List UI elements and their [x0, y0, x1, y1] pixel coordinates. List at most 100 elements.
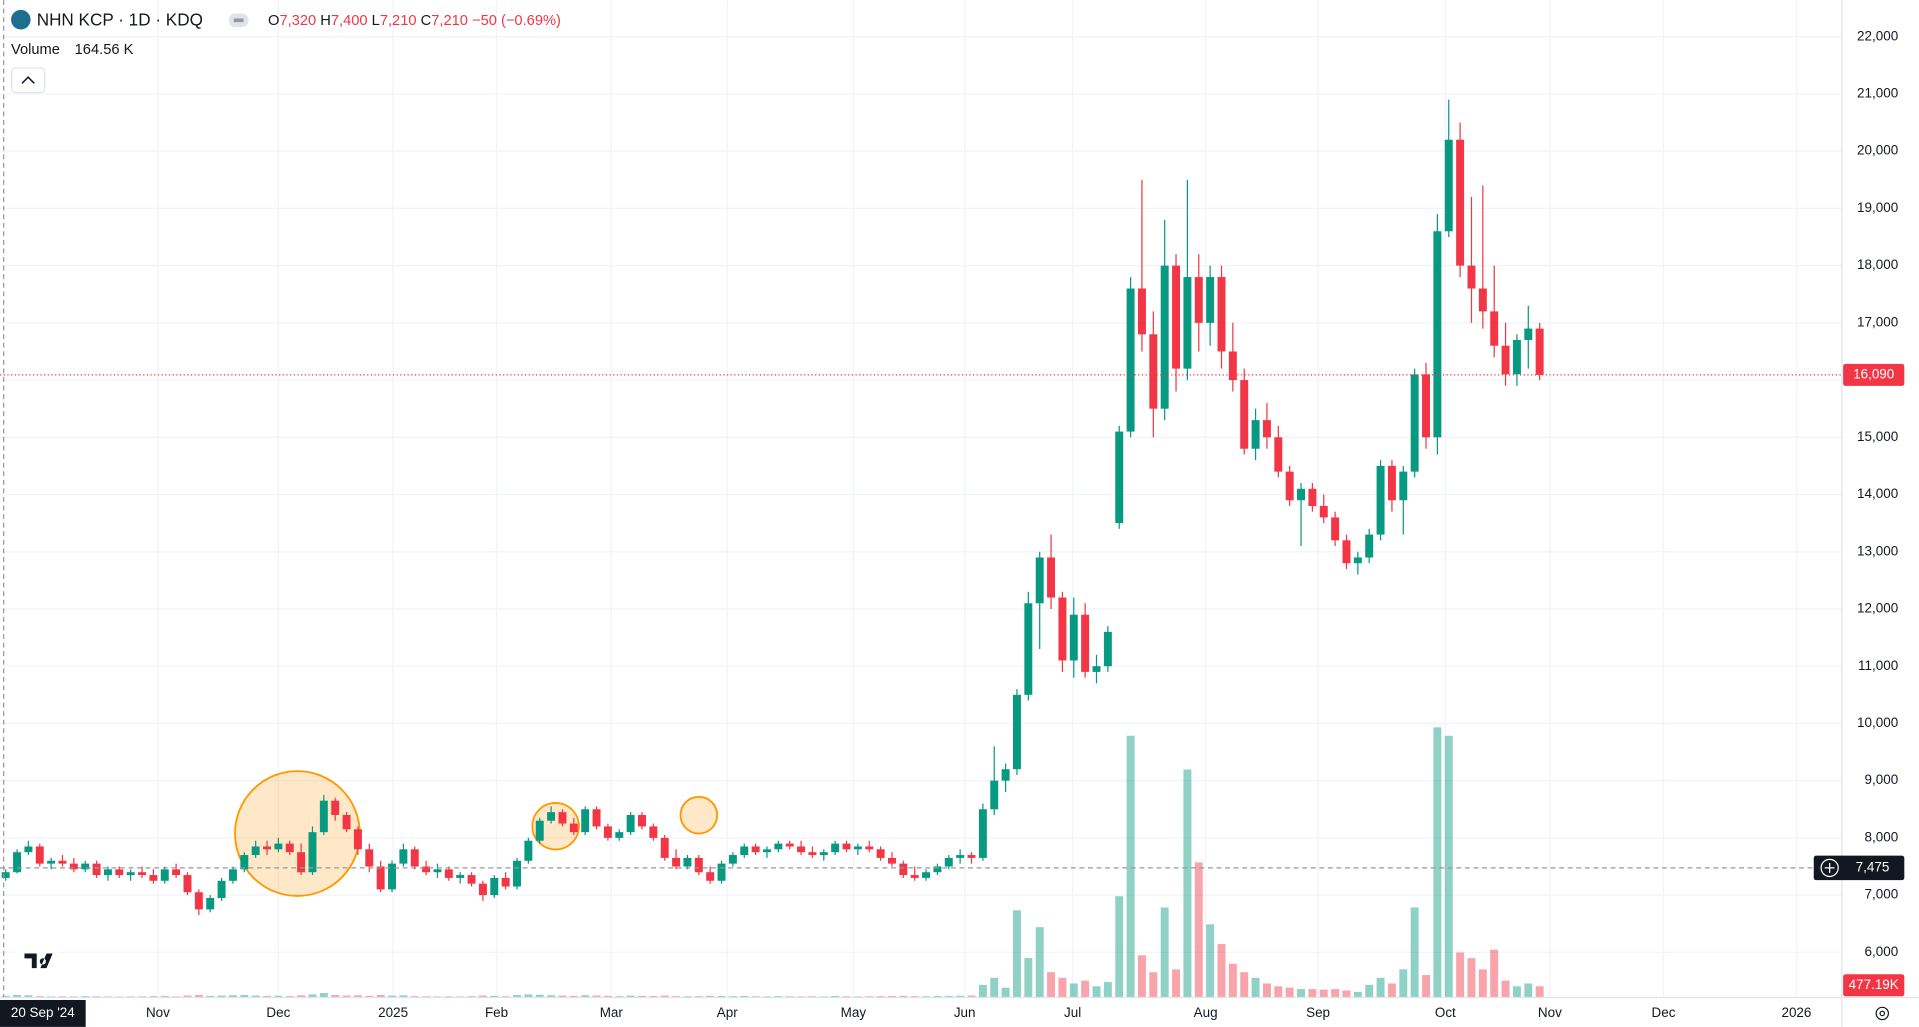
- candle-body: [1194, 277, 1203, 323]
- symbol[interactable]: NHN KCP · 1D · KDQ: [37, 9, 203, 29]
- candle-body: [1137, 288, 1146, 335]
- candle-body: [1285, 471, 1294, 501]
- volume-bar: [251, 995, 260, 998]
- volume-readout-box: [1843, 974, 1905, 997]
- candle-body: [388, 863, 396, 890]
- crosshair-date: 20 Sep '24: [11, 1005, 75, 1020]
- candle-body: [1001, 769, 1010, 781]
- candle-body: [217, 880, 226, 898]
- candle-body: [490, 877, 499, 896]
- candle-body: [467, 875, 476, 884]
- volume-bar: [399, 995, 408, 998]
- candle-body: [1206, 277, 1215, 323]
- volume-bar: [569, 995, 578, 998]
- candle-body: [160, 869, 169, 881]
- candle-body: [740, 846, 749, 856]
- candle-body: [297, 852, 306, 873]
- volume-bar: [956, 995, 965, 998]
- settings-icon[interactable]: [1875, 1006, 1890, 1021]
- candle-body: [751, 846, 760, 853]
- volume-bar: [1285, 987, 1294, 998]
- candle-body: [933, 866, 942, 873]
- candle-body: [1342, 540, 1351, 564]
- volume-bar: [899, 995, 908, 998]
- y-tick-label: 9,000: [1865, 772, 1899, 787]
- collapse-button[interactable]: [11, 67, 46, 94]
- candle-body: [1172, 265, 1181, 369]
- candle-body: [183, 875, 192, 893]
- candle-body: [1160, 265, 1169, 409]
- volume-bar: [138, 996, 147, 998]
- candle-body: [638, 814, 646, 827]
- ohlc-value: 7,400: [331, 13, 368, 29]
- candle-body: [660, 837, 669, 858]
- volume-bar: [626, 995, 635, 998]
- candle-body: [353, 829, 362, 850]
- volume-bar: [1512, 986, 1521, 998]
- candle-body: [285, 843, 294, 853]
- ohlc-value: 7,210: [380, 13, 417, 29]
- candle-body: [592, 809, 601, 827]
- x-tick-label: Oct: [1435, 1005, 1456, 1020]
- candle-body: [263, 846, 272, 850]
- x-tick-label: Jul: [1064, 1005, 1081, 1020]
- candle-body: [422, 866, 431, 873]
- candle-body: [1365, 534, 1374, 558]
- volume-bar: [808, 996, 817, 998]
- crosshair-date-box: [0, 999, 86, 1027]
- candle-body: [1103, 631, 1112, 667]
- volume-bar: [728, 996, 737, 998]
- volume-pane: [1, 727, 1544, 998]
- ohlc-label: C: [421, 13, 432, 29]
- volume-bar: [1274, 986, 1283, 998]
- volume-bar: [490, 995, 499, 998]
- volume-bar: [331, 995, 340, 998]
- volume-value: 164.56 K: [75, 42, 134, 58]
- candle-body: [103, 869, 112, 876]
- add-alert-button[interactable]: [1820, 858, 1839, 878]
- candle-body: [626, 814, 635, 833]
- crosshair-price-label: 7,475: [1856, 859, 1890, 874]
- settings-icon-center: [1879, 1010, 1886, 1017]
- volume-bar: [592, 995, 601, 998]
- volume-bar: [513, 995, 521, 998]
- candle-body: [785, 843, 794, 847]
- x-tick-label: Sep: [1306, 1005, 1330, 1020]
- candle-body: [728, 855, 737, 864]
- volume-bar: [376, 995, 385, 998]
- volume-bar: [58, 996, 67, 998]
- volume-bar: [1126, 735, 1135, 998]
- volume-bar: [1194, 862, 1203, 998]
- candle-body: [115, 869, 124, 876]
- volume-bar: [206, 995, 215, 998]
- x-tick-label: Dec: [1652, 1005, 1676, 1020]
- volume-bar: [990, 977, 999, 998]
- x-tick-label: Feb: [485, 1005, 508, 1020]
- candle-body: [399, 849, 408, 864]
- volume-bar: [1478, 969, 1487, 998]
- volume-bar: [706, 995, 715, 998]
- candle-body: [1240, 380, 1249, 449]
- volume-bar: [558, 995, 567, 998]
- volume-bar: [1456, 952, 1465, 998]
- candle-body: [456, 875, 465, 878]
- volume-bar: [478, 995, 487, 998]
- volume-bar: [1047, 972, 1056, 998]
- x-tick-label: May: [841, 1005, 867, 1020]
- candle-body: [1217, 277, 1226, 352]
- volume-bar: [342, 995, 351, 998]
- candle-body: [569, 823, 578, 833]
- candle-body: [1512, 340, 1521, 375]
- candle-body: [513, 860, 521, 887]
- volume-bar: [1240, 972, 1249, 998]
- candle-body: [956, 855, 965, 858]
- volume-bar: [978, 984, 987, 998]
- volume-bar: [1058, 977, 1067, 998]
- ohlc-value: 7,210: [431, 13, 468, 29]
- candles: [1, 99, 1544, 916]
- candle-body: [1047, 557, 1056, 598]
- volume-bar: [740, 995, 749, 998]
- candle-body: [978, 809, 987, 858]
- candle-body: [603, 826, 612, 838]
- x-tick-label: Nov: [146, 1005, 170, 1020]
